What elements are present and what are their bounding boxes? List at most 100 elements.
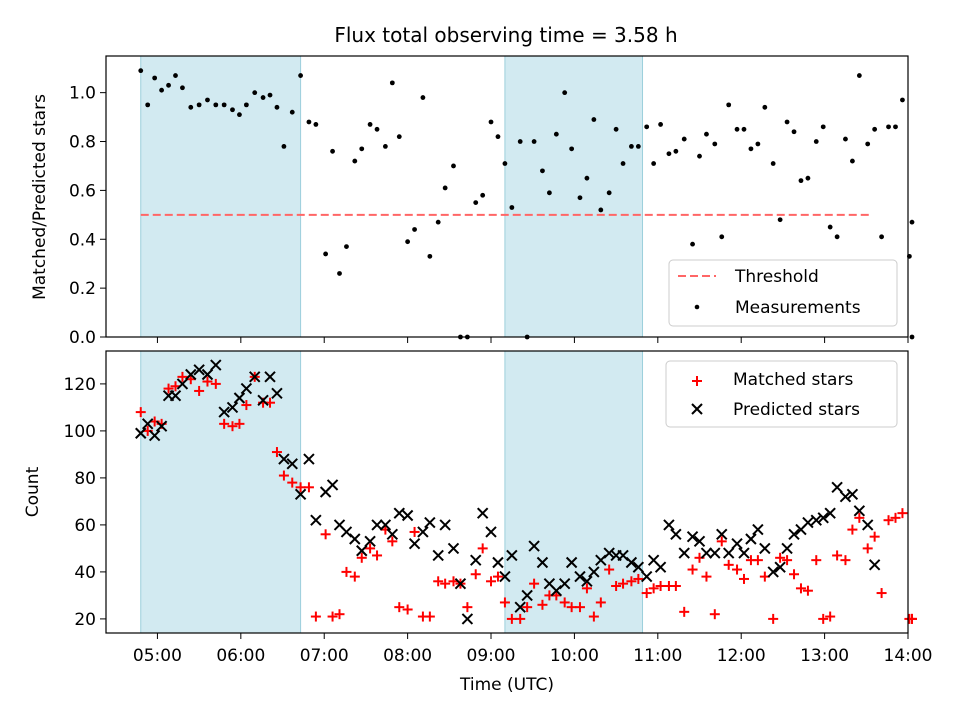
matched-star-point xyxy=(394,602,405,613)
legend-measurements-marker xyxy=(694,304,700,310)
measurement-point xyxy=(435,219,441,225)
matched-star-point xyxy=(135,407,146,418)
measurement-point xyxy=(152,75,158,81)
matched-star-point xyxy=(854,512,865,523)
predicted-star-point xyxy=(476,507,489,519)
measurement-point xyxy=(553,131,559,137)
measurements-series xyxy=(138,68,915,340)
predicted-star-point xyxy=(774,561,786,573)
matched-star-point xyxy=(234,418,245,429)
measurement-point xyxy=(330,148,335,154)
measurement-point xyxy=(546,190,552,196)
matched-star-point xyxy=(701,571,712,582)
matched-star-point xyxy=(241,400,252,411)
measurement-point xyxy=(451,163,456,169)
measurement-point xyxy=(396,134,402,140)
measurement-point xyxy=(405,239,411,245)
matched-star-point xyxy=(499,597,510,608)
matched-star-point xyxy=(177,371,188,382)
matched-star-point xyxy=(655,581,666,591)
measurement-point xyxy=(531,139,537,144)
matched-star-point xyxy=(890,512,901,523)
matched-star-point xyxy=(795,583,806,594)
predicted-star-point xyxy=(408,537,421,550)
predicted-star-point xyxy=(700,547,713,559)
predicted-star-point xyxy=(185,368,197,381)
bottom-legend-box xyxy=(665,360,898,428)
predicted-star-point xyxy=(603,547,615,559)
top-y-tick-label: 0.6 xyxy=(69,181,96,201)
matched-star-point xyxy=(506,613,517,624)
measurement-point xyxy=(872,126,878,132)
measurement-point xyxy=(755,141,761,147)
matched-star-point xyxy=(202,376,213,387)
predicted-star-point xyxy=(521,589,533,602)
measurement-point xyxy=(598,207,604,213)
measurement-point xyxy=(274,104,280,110)
matched-star-point xyxy=(862,543,873,554)
predicted-star-point xyxy=(303,453,315,465)
bottom-y-tick-label: 40 xyxy=(74,563,96,583)
measurement-point xyxy=(352,158,358,164)
predicted-star-point xyxy=(135,427,147,439)
measurement-point xyxy=(495,134,501,140)
bottom-y-tick-label: 100 xyxy=(64,422,96,442)
matched-star-point xyxy=(334,609,345,620)
matched-star-point xyxy=(679,606,690,617)
measurement-point xyxy=(886,124,891,130)
measurement-point xyxy=(289,109,295,115)
predicted-star-point xyxy=(625,556,638,569)
predicted-star-point xyxy=(201,368,214,381)
measurement-point xyxy=(893,124,898,130)
bottom-y-tick-label: 20 xyxy=(74,610,96,630)
measurement-point xyxy=(805,175,811,181)
predicted-star-point xyxy=(278,453,290,465)
measurement-point xyxy=(323,251,329,257)
matched-star-point xyxy=(847,524,858,535)
measurement-point xyxy=(856,73,862,78)
legend-predicted-marker xyxy=(691,403,703,415)
predicted-star-point xyxy=(294,488,307,501)
predicted-star-point xyxy=(249,371,261,383)
predicted-star-point xyxy=(492,556,504,569)
matched-star-point xyxy=(537,599,548,610)
predicted-star-point xyxy=(670,528,682,541)
predicted-star-point xyxy=(709,547,721,559)
predicted-stars-series xyxy=(135,359,881,625)
predicted-star-point xyxy=(271,387,283,400)
measurement-point xyxy=(389,80,395,86)
predicted-star-point xyxy=(155,420,168,432)
x-tick-label: 09:00 xyxy=(467,646,516,666)
predicted-star-point xyxy=(802,516,814,529)
matched-star-point xyxy=(424,611,435,622)
matched-star-point xyxy=(559,597,570,608)
matched-star-point xyxy=(670,581,681,591)
predicted-star-point xyxy=(654,561,667,573)
x-tick-label: 06:00 xyxy=(216,646,265,666)
measurement-point xyxy=(613,126,619,132)
measurement-point xyxy=(834,234,840,240)
predicted-star-point xyxy=(632,561,645,573)
matched-star-point xyxy=(840,555,851,566)
predicted-star-point xyxy=(349,533,361,545)
bottom-y-axis-label: Count xyxy=(23,466,43,517)
matched-star-point xyxy=(522,602,533,613)
matched-star-point xyxy=(752,555,763,566)
measurement-point xyxy=(367,122,373,127)
x-tick-label: 07:00 xyxy=(300,646,349,666)
predicted-star-point xyxy=(574,570,586,583)
measurement-point xyxy=(306,119,312,125)
legend-matched-marker xyxy=(692,376,702,386)
measurement-point xyxy=(770,161,776,166)
measurement-point xyxy=(188,104,194,110)
matched-star-point xyxy=(768,613,779,624)
predicted-star-point xyxy=(226,401,239,414)
bottom-panel: 20 40 60 80 100 120 05:00 06:00 07:00 08:00 09:00… xyxy=(23,350,933,695)
top-panel: Flux total observing time = 3.58 h 0.00.… xyxy=(30,23,915,348)
matched-star-point xyxy=(611,581,622,591)
measurement-point xyxy=(260,95,266,100)
matched-star-point xyxy=(349,571,360,582)
matched-star-point xyxy=(723,559,734,570)
predicted-star-point xyxy=(663,519,675,531)
